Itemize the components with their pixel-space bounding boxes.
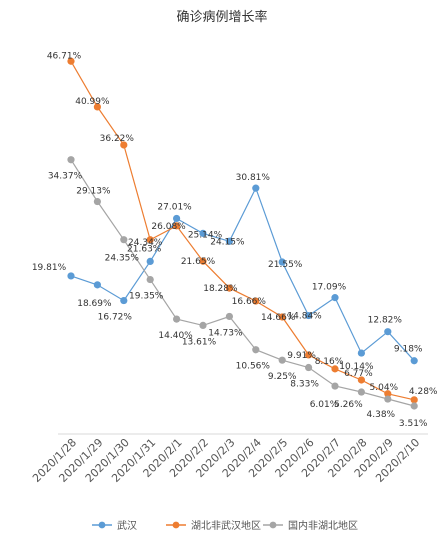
series-line-hubei-non-wuhan xyxy=(71,61,414,400)
data-point-wuhan xyxy=(411,357,418,364)
legend-swatch-marker xyxy=(173,522,180,529)
series-wuhan xyxy=(67,185,417,365)
data-label-wuhan: 21.55% xyxy=(268,260,303,270)
data-label-non-hubei: 10.56% xyxy=(236,362,271,372)
data-label-non-hubei: 8.33% xyxy=(290,380,319,390)
data-point-non-hubei xyxy=(173,315,180,322)
data-point-non-hubei xyxy=(226,313,233,320)
data-point-wuhan xyxy=(384,328,391,335)
data-point-non-hubei xyxy=(331,382,338,389)
data-point-wuhan xyxy=(252,185,259,192)
data-point-hubei-non-wuhan xyxy=(411,396,418,403)
series-line-wuhan xyxy=(71,188,414,361)
legend-swatch-marker xyxy=(270,522,277,529)
data-label-hubei-non-wuhan: 18.28% xyxy=(203,284,238,294)
data-point-non-hubei xyxy=(199,322,206,329)
data-label-hubei-non-wuhan: 46.71% xyxy=(47,51,82,61)
legend-label: 国内非湖北地区 xyxy=(288,519,358,532)
data-point-wuhan xyxy=(147,258,154,265)
legend-label: 湖北非武汉地区 xyxy=(191,519,261,532)
data-point-non-hubei xyxy=(411,402,418,409)
data-point-wuhan xyxy=(331,294,338,301)
legend-swatch-marker xyxy=(99,522,106,529)
legend-item-hubei-non-wuhan: 湖北非武汉地区 xyxy=(166,519,261,532)
data-label-wuhan: 16.72% xyxy=(98,313,133,323)
data-label-non-hubei: 34.37% xyxy=(48,172,83,182)
data-label-hubei-non-wuhan: 40.99% xyxy=(75,97,110,107)
data-label-hubei-non-wuhan: 6.77% xyxy=(344,369,373,379)
data-label-non-hubei: 5.26% xyxy=(334,400,363,410)
data-point-non-hubei xyxy=(279,357,286,364)
data-label-non-hubei: 14.73% xyxy=(208,329,243,339)
chart-title: 确诊病例增长率 xyxy=(176,9,267,25)
data-point-wuhan xyxy=(358,349,365,356)
data-label-hubei-non-wuhan: 4.28% xyxy=(409,387,438,397)
data-label-wuhan: 9.18% xyxy=(394,345,423,355)
legend-item-non-hubei: 国内非湖北地区 xyxy=(263,519,358,532)
data-point-wuhan xyxy=(67,272,74,279)
data-point-non-hubei xyxy=(67,156,74,163)
data-label-wuhan: 27.01% xyxy=(157,203,192,213)
data-label-wuhan: 30.81% xyxy=(236,173,271,183)
data-label-non-hubei: 24.35% xyxy=(105,254,140,264)
data-label-hubei-non-wuhan: 16.66% xyxy=(232,297,267,307)
data-labels: 19.81% 18.69% 16.72% 21.63% 27.01% 25.14%24.1… xyxy=(32,51,438,429)
data-label-hubei-non-wuhan: 8.16% xyxy=(315,357,344,367)
data-label-non-hubei: 4.38% xyxy=(367,410,396,420)
data-label-non-hubei: 3.51% xyxy=(399,419,428,429)
data-label-hubei-non-wuhan: 36.22% xyxy=(100,134,135,144)
legend-label: 武汉 xyxy=(117,519,137,532)
data-point-non-hubei xyxy=(147,276,154,283)
data-point-non-hubei xyxy=(94,198,101,205)
series-hubei-non-wuhan xyxy=(67,58,417,404)
data-point-non-hubei xyxy=(305,364,312,371)
data-label-hubei-non-wuhan: 14.66% xyxy=(261,313,296,323)
data-point-non-hubei xyxy=(120,236,127,243)
data-label-hubei-non-wuhan: 9.91% xyxy=(287,351,316,361)
legend: 武汉 湖北非武汉地区 国内非湖北地区 xyxy=(92,519,358,532)
data-label-wuhan: 19.81% xyxy=(32,263,67,273)
x-axis-ticks: 2020/1/282020/1/292020/1/302020/1/312020… xyxy=(30,436,422,485)
data-point-wuhan xyxy=(120,297,127,304)
data-point-non-hubei xyxy=(384,395,391,402)
legend-item-wuhan: 武汉 xyxy=(92,519,137,532)
data-label-wuhan: 18.69% xyxy=(77,299,112,309)
data-label-non-hubei: 13.61% xyxy=(182,337,217,347)
data-label-hubei-non-wuhan: 24.34% xyxy=(128,238,163,248)
data-label-wuhan: 24.15% xyxy=(210,237,245,247)
data-point-non-hubei xyxy=(252,346,259,353)
data-label-hubei-non-wuhan: 21.65% xyxy=(181,257,216,267)
data-point-wuhan xyxy=(94,281,101,288)
data-label-wuhan: 17.09% xyxy=(312,283,347,293)
data-label-non-hubei: 29.13% xyxy=(76,187,111,197)
data-label-wuhan: 12.82% xyxy=(368,316,403,326)
data-label-non-hubei: 19.35% xyxy=(129,292,164,302)
data-label-hubei-non-wuhan: 26.08% xyxy=(151,222,186,232)
series-layer xyxy=(67,58,417,410)
data-point-non-hubei xyxy=(358,388,365,395)
data-label-hubei-non-wuhan: 5.04% xyxy=(370,383,399,393)
